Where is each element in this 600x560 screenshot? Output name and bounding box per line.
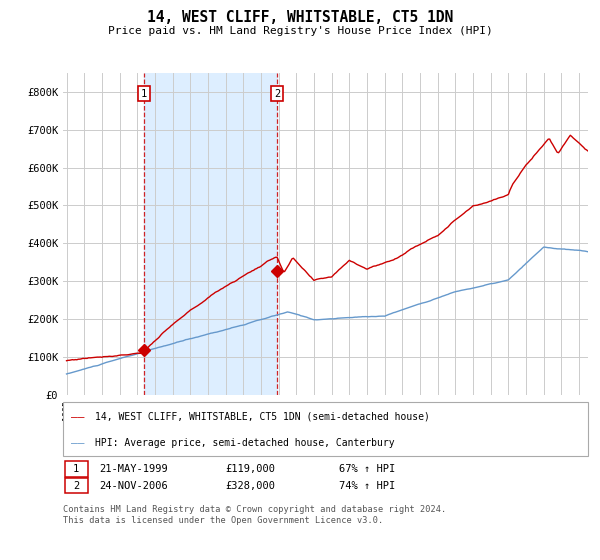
Text: 74% ↑ HPI: 74% ↑ HPI: [339, 480, 395, 491]
Text: HPI: Average price, semi-detached house, Canterbury: HPI: Average price, semi-detached house,…: [95, 438, 394, 447]
Bar: [144, 73, 277, 395]
Text: 2: 2: [73, 480, 79, 491]
Text: 1: 1: [73, 464, 79, 474]
Text: 1: 1: [141, 88, 147, 99]
Text: Price paid vs. HM Land Registry's House Price Index (HPI): Price paid vs. HM Land Registry's House …: [107, 26, 493, 36]
Text: 67% ↑ HPI: 67% ↑ HPI: [339, 464, 395, 474]
Text: ——: ——: [71, 438, 84, 447]
Text: £328,000: £328,000: [225, 480, 275, 491]
Text: Contains HM Land Registry data © Crown copyright and database right 2024.
This d: Contains HM Land Registry data © Crown c…: [63, 505, 446, 525]
Text: 21-MAY-1999: 21-MAY-1999: [99, 464, 168, 474]
Text: 14, WEST CLIFF, WHITSTABLE, CT5 1DN: 14, WEST CLIFF, WHITSTABLE, CT5 1DN: [147, 10, 453, 25]
Text: 2: 2: [274, 88, 280, 99]
Text: ——: ——: [71, 412, 84, 422]
Text: £119,000: £119,000: [225, 464, 275, 474]
Text: 24-NOV-2006: 24-NOV-2006: [99, 480, 168, 491]
Text: 14, WEST CLIFF, WHITSTABLE, CT5 1DN (semi-detached house): 14, WEST CLIFF, WHITSTABLE, CT5 1DN (sem…: [95, 412, 430, 422]
